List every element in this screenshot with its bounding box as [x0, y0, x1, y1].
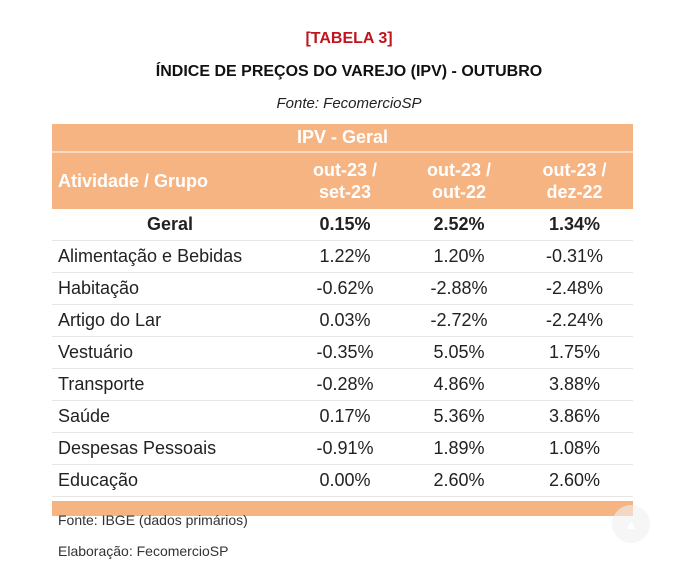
source-top: Fonte: FecomercioSP — [276, 95, 422, 112]
row-value: 0.15% — [319, 214, 371, 234]
table-row: Transporte -0.28% 4.86% 3.88% — [52, 369, 633, 401]
credit-note: Elaboração: FecomercioSP — [58, 543, 229, 559]
row-value: -2.88% — [430, 278, 488, 298]
table-row: Educação 0.00% 2.60% 2.60% — [52, 465, 633, 497]
row-label: Saúde — [58, 406, 111, 426]
row-label: Artigo do Lar — [58, 310, 162, 330]
row-label: Vestuário — [58, 342, 134, 362]
table-row: Despesas Pessoais -0.91% 1.89% 1.08% — [52, 433, 633, 465]
period-line2: out-22 — [432, 182, 486, 202]
table-row-total: Geral 0.15% 2.52% 1.34% — [52, 209, 633, 241]
row-value: -2.24% — [545, 310, 604, 330]
row-value: -2.48% — [545, 278, 604, 298]
row-value: -0.31% — [545, 246, 604, 266]
ipv-table: IPV - Geral Atividade / Grupo out-23 / s… — [52, 124, 633, 516]
row-value: 5.05% — [433, 342, 485, 362]
row-value: 3.88% — [548, 374, 601, 394]
row-value: 4.86% — [433, 374, 485, 394]
row-value: 1.34% — [548, 214, 601, 234]
column-header-row: Atividade / Grupo out-23 / set-23 out-23… — [52, 153, 633, 209]
table-row: Habitação -0.62% -2.88% -2.48% — [52, 273, 633, 305]
table-title: ÍNDICE DE PREÇOS DO VAREJO (IPV) - OUTUB… — [155, 63, 543, 80]
row-value: 1.22% — [319, 246, 371, 266]
period-line1: out-23 / — [542, 160, 607, 180]
row-value: 2.52% — [433, 214, 485, 234]
row-value: -0.62% — [316, 278, 374, 298]
row-value: 2.60% — [548, 470, 601, 490]
table-tag: [TABELA 3] — [305, 30, 393, 47]
row-value: -0.35% — [316, 342, 374, 362]
column-header-period: out-23 / out-22 — [402, 159, 516, 203]
source-note: Fonte: IBGE (dados primários) — [58, 512, 248, 528]
column-header-period: out-23 / dez-22 — [516, 159, 633, 203]
period-line1: out-23 / — [312, 160, 377, 180]
row-value: -2.72% — [430, 310, 488, 330]
table-row: Alimentação e Bebidas 1.22% 1.20% -0.31% — [52, 241, 633, 273]
row-value: 1.89% — [433, 438, 485, 458]
table-row: Vestuário -0.35% 5.05% 1.75% — [52, 337, 633, 369]
row-label: Geral — [146, 214, 194, 234]
table-footer-bar — [52, 501, 633, 516]
column-header-period: out-23 / set-23 — [288, 159, 402, 203]
row-value: 3.86% — [548, 406, 601, 426]
column-header-activity: Atividade / Grupo — [58, 170, 209, 191]
period-line2: set-23 — [318, 182, 372, 202]
row-label: Alimentação e Bebidas — [58, 246, 243, 266]
row-value: 2.60% — [433, 470, 485, 490]
row-value: 0.03% — [319, 310, 371, 330]
row-value: -0.91% — [316, 438, 374, 458]
row-label: Educação — [58, 470, 139, 490]
table-row: Artigo do Lar 0.03% -2.72% -2.24% — [52, 305, 633, 337]
period-line2: dez-22 — [546, 182, 603, 202]
row-label: Habitação — [58, 278, 140, 298]
row-value: 1.75% — [548, 342, 601, 362]
chevron-up-icon: ▲ — [624, 516, 638, 532]
row-value: -0.28% — [316, 374, 374, 394]
table-row: Saúde 0.17% 5.36% 3.86% — [52, 401, 633, 433]
row-value: 1.08% — [548, 438, 601, 458]
row-value: 1.20% — [433, 246, 485, 266]
group-header: IPV - Geral — [52, 124, 633, 153]
scroll-to-top-button[interactable]: ▲ — [612, 505, 650, 543]
row-value: 0.00% — [319, 470, 371, 490]
row-label: Despesas Pessoais — [58, 438, 217, 458]
row-label: Transporte — [58, 374, 145, 394]
row-value: 0.17% — [319, 406, 371, 426]
row-value: 5.36% — [433, 406, 485, 426]
period-line1: out-23 / — [426, 160, 491, 180]
